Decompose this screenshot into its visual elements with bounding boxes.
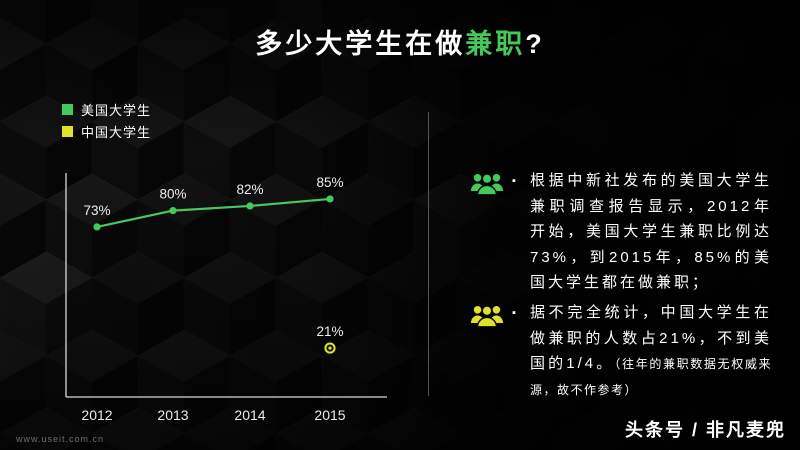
svg-text:21%: 21%	[316, 324, 343, 339]
svg-text:2012: 2012	[81, 407, 112, 423]
bullet-square-marker: ▪	[512, 307, 516, 319]
group-people-green-icon	[470, 173, 504, 196]
title-text: 多少大学生在做	[255, 29, 466, 59]
source-url: www.useit.com.cn	[16, 434, 105, 444]
slide-title: 多少大学生在做兼职?	[0, 22, 800, 61]
bullet-square-marker: ▪	[512, 175, 516, 187]
title-question-mark: ?	[525, 29, 545, 59]
bullet-text-cn: 据不完全统计，中国大学生在做兼职的人数占21%，不到美国的1/4。（往年的兼职数…	[530, 300, 772, 402]
svg-text:82%: 82%	[236, 182, 263, 197]
byline: 头条号 / 非凡麦兜	[624, 420, 786, 440]
svg-text:2014: 2014	[234, 407, 265, 423]
bullet-item-cn: ▪ 据不完全统计，中国大学生在做兼职的人数占21%，不到美国的1/4。（往年的兼…	[470, 300, 786, 402]
bullet-text-us: 根据中新社发布的美国大学生兼职调查报告显示，2012年开始，美国大学生兼职比例达…	[530, 168, 772, 296]
group-people-yellow-icon	[470, 305, 504, 328]
svg-text:2013: 2013	[157, 407, 188, 423]
line-chart: 2012 2013 2014 2015 73% 80% 82% 85% 21%	[65, 173, 387, 423]
vertical-divider	[428, 112, 429, 396]
svg-text:85%: 85%	[316, 175, 343, 190]
svg-text:73%: 73%	[83, 203, 110, 218]
bullet-text-us-main: 根据中新社发布的美国大学生兼职调查报告显示，2012年开始，美国大学生兼职比例达…	[530, 172, 772, 291]
svg-text:2015: 2015	[314, 407, 345, 423]
svg-text:80%: 80%	[159, 187, 186, 202]
title-highlight: 兼职	[465, 29, 526, 59]
bullet-item-us: ▪ 根据中新社发布的美国大学生兼职调查报告显示，2012年开始，美国大学生兼职比…	[470, 168, 786, 296]
